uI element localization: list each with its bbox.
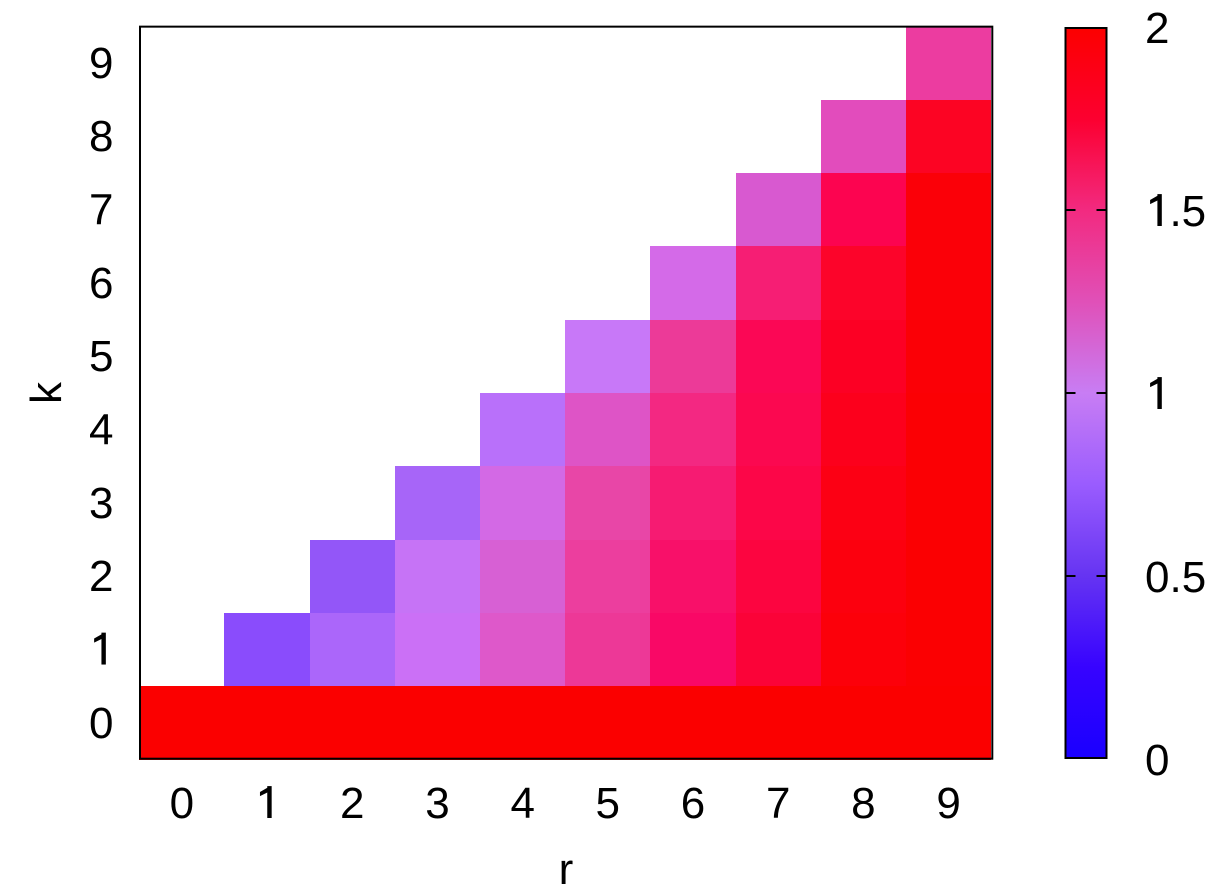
svg-text:2: 2	[340, 779, 364, 828]
svg-text:5: 5	[89, 332, 113, 381]
svg-text:9: 9	[89, 39, 113, 88]
svg-text:8: 8	[851, 779, 875, 828]
svg-text:0: 0	[89, 699, 113, 748]
svg-text:6: 6	[89, 259, 113, 308]
svg-text:2: 2	[1145, 4, 1169, 53]
svg-text:k: k	[22, 381, 71, 404]
svg-text:r: r	[559, 845, 574, 894]
svg-text:7: 7	[766, 779, 790, 828]
svg-text:3: 3	[89, 479, 113, 528]
svg-text:.5: .5	[1169, 187, 1206, 236]
svg-text:0.5: 0.5	[1145, 553, 1206, 602]
svg-text:4: 4	[89, 406, 113, 455]
svg-text:5: 5	[596, 779, 620, 828]
svg-text:3: 3	[425, 779, 449, 828]
svg-text:9: 9	[936, 779, 960, 828]
svg-text:0: 0	[170, 779, 194, 828]
svg-text:2: 2	[89, 552, 113, 601]
svg-text:6: 6	[681, 779, 705, 828]
svg-text:7: 7	[89, 186, 113, 235]
svg-text:8: 8	[89, 112, 113, 161]
svg-text:4: 4	[510, 779, 534, 828]
svg-text:0: 0	[1145, 736, 1169, 785]
